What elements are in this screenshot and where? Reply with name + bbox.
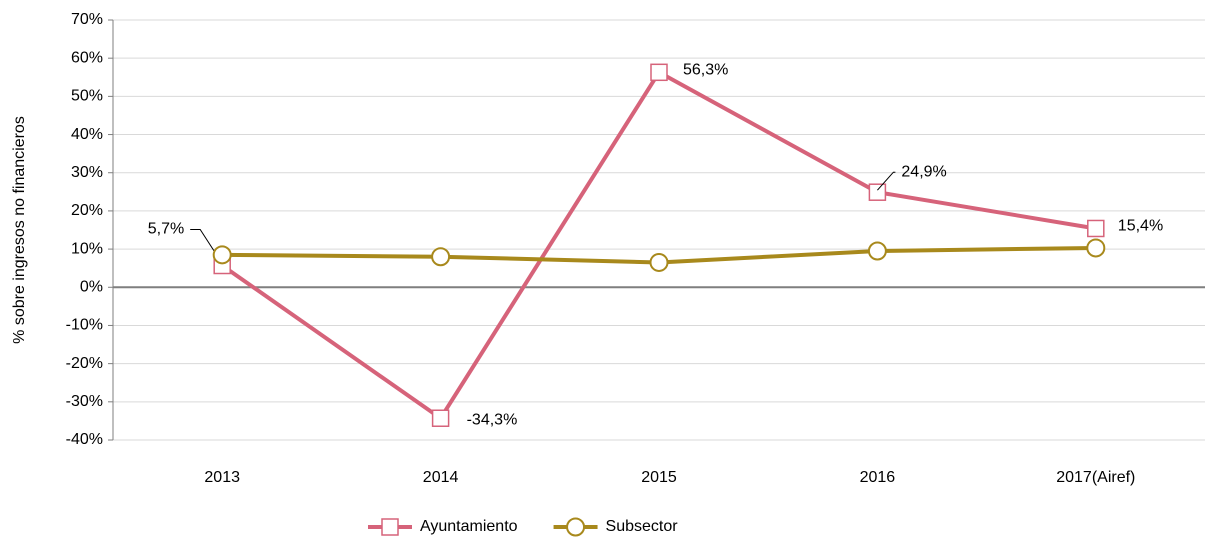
y-tick-label: 70% bbox=[71, 11, 103, 28]
marker bbox=[1087, 219, 1105, 238]
x-tick-label: 2015 bbox=[641, 469, 677, 486]
y-tick-label: -30% bbox=[66, 393, 103, 410]
marker bbox=[381, 518, 399, 536]
marker bbox=[650, 63, 668, 82]
marker bbox=[566, 517, 586, 537]
data-label: 24,9% bbox=[901, 163, 946, 180]
marker bbox=[431, 409, 450, 427]
leader-line bbox=[877, 171, 896, 191]
legend-label: Ayuntamiento bbox=[420, 518, 518, 535]
x-tick-label: 2017(Airef) bbox=[1056, 469, 1135, 486]
y-tick-label: -40% bbox=[66, 431, 103, 448]
legend-label: Subsector bbox=[606, 518, 679, 535]
legend-item: Subsector bbox=[553, 517, 679, 537]
y-tick-label: 20% bbox=[71, 202, 103, 219]
x-tick-label: 2013 bbox=[204, 469, 240, 486]
y-tick-label: 50% bbox=[71, 88, 103, 105]
y-tick-label: 40% bbox=[71, 126, 103, 143]
y-axis-label: % sobre ingresos no financieros bbox=[11, 116, 28, 344]
x-tick-label: 2014 bbox=[423, 469, 459, 486]
marker bbox=[1086, 238, 1106, 258]
y-tick-label: 30% bbox=[71, 164, 103, 181]
data-label: -34,3% bbox=[467, 411, 518, 428]
x-tick-label: 2016 bbox=[860, 469, 896, 486]
y-tick-label: 10% bbox=[71, 240, 103, 257]
marker bbox=[431, 247, 451, 267]
y-tick-label: 60% bbox=[71, 49, 103, 66]
y-tick-label: 0% bbox=[80, 278, 103, 295]
marker bbox=[649, 252, 669, 272]
data-label: 5,7% bbox=[148, 221, 184, 238]
marker bbox=[868, 183, 887, 201]
series-line bbox=[221, 70, 1097, 421]
marker bbox=[867, 241, 887, 261]
legend-item: Ayuntamiento bbox=[368, 518, 518, 536]
data-label: 15,4% bbox=[1118, 218, 1163, 235]
marker bbox=[212, 245, 232, 265]
y-tick-label: -20% bbox=[66, 355, 103, 372]
data-label: 56,3% bbox=[683, 62, 728, 79]
y-tick-label: -10% bbox=[66, 317, 103, 334]
